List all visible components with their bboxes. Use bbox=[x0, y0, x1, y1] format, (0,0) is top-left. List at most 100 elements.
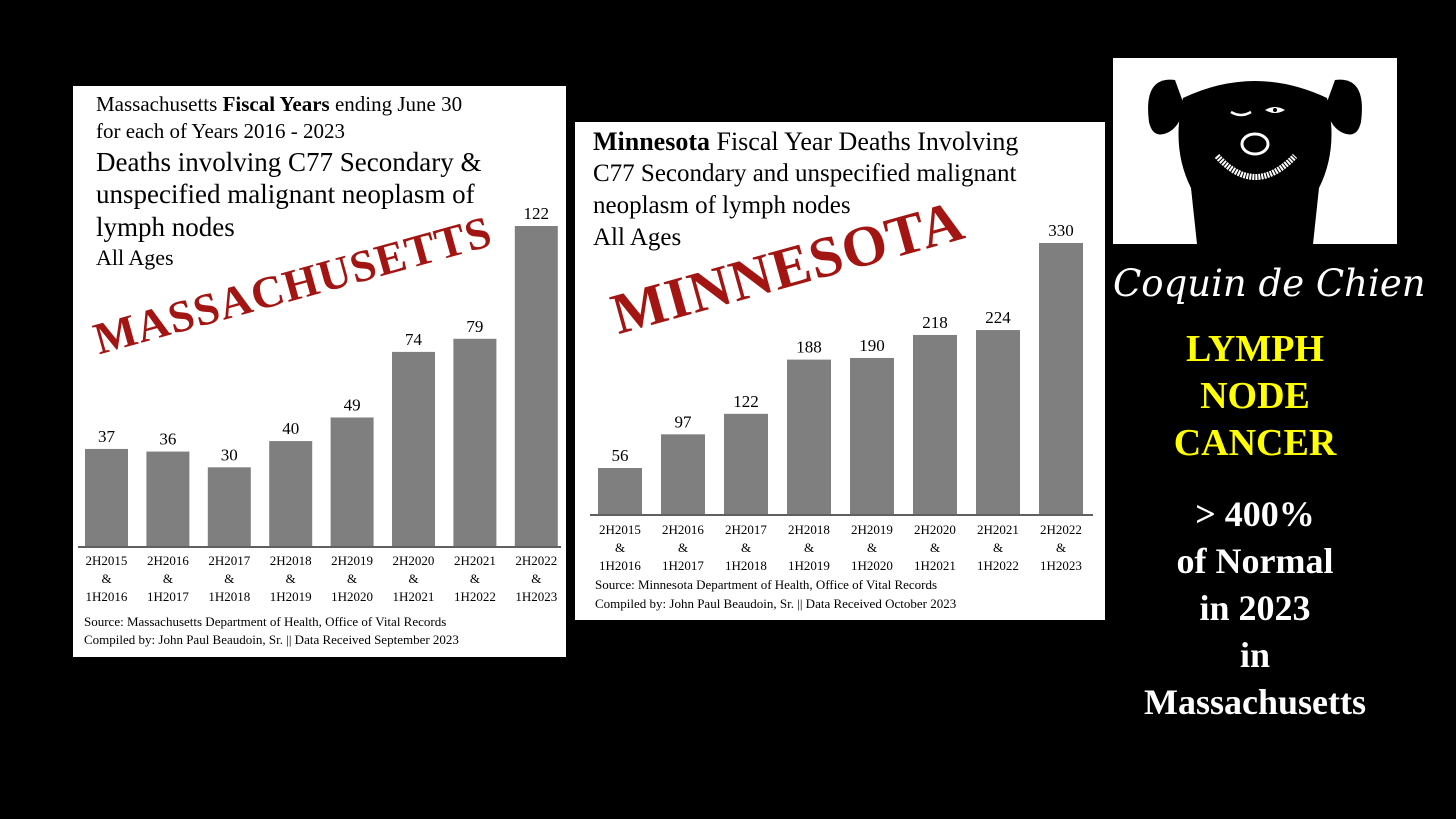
claim-line4: in bbox=[1239, 635, 1271, 675]
mn-tick-label: 2H2020 bbox=[914, 522, 956, 537]
mn-tick-label: 1H2020 bbox=[851, 558, 893, 573]
ma-data-label: 40 bbox=[282, 419, 299, 438]
mn-title-line2: C77 Secondary and unspecified malignant bbox=[593, 160, 1017, 187]
dog-face-icon bbox=[1148, 79, 1362, 244]
ma-tick-label: 1H2017 bbox=[147, 589, 189, 604]
mn-data-label: 218 bbox=[922, 313, 948, 332]
claim-line3: in 2023 bbox=[1199, 588, 1311, 628]
ma-bar bbox=[330, 417, 374, 546]
mn-data-label: 97 bbox=[675, 412, 693, 431]
ma-data-label: 122 bbox=[524, 204, 550, 223]
mn-tick-label: & bbox=[804, 540, 814, 555]
mn-tick-label: & bbox=[741, 540, 751, 555]
mn-bar bbox=[976, 330, 1020, 514]
ma-data-label: 36 bbox=[159, 430, 176, 449]
mn-bar bbox=[724, 413, 768, 514]
mn-bar bbox=[850, 357, 894, 514]
mn-bar bbox=[598, 468, 642, 514]
mn-source: Source: Minnesota Department of Health, … bbox=[595, 577, 938, 592]
ma-bar bbox=[514, 226, 558, 546]
mn-tick-label: & bbox=[867, 540, 877, 555]
ma-ages-label: All Ages bbox=[96, 245, 174, 270]
mn-tick-label: 2H2019 bbox=[851, 522, 893, 537]
ma-tick-label: 1H2018 bbox=[208, 589, 250, 604]
ma-data-label: 79 bbox=[466, 317, 483, 336]
ma-bar bbox=[269, 441, 313, 546]
mn-tick-label: & bbox=[993, 540, 1003, 555]
mn-tick-label: 1H2023 bbox=[1040, 558, 1082, 573]
mn-tick-label: 1H2016 bbox=[599, 558, 641, 573]
ma-data-label: 74 bbox=[405, 330, 423, 349]
mn-data-label: 188 bbox=[796, 338, 822, 357]
mn-data-label: 122 bbox=[733, 392, 759, 411]
ma-tick-label: 2H2017 bbox=[208, 553, 250, 568]
mn-bar bbox=[787, 359, 831, 514]
mn-bar bbox=[661, 434, 705, 514]
mn-compiled: Compiled by: John Paul Beaudoin, Sr. || … bbox=[595, 596, 957, 611]
mn-tick-label: & bbox=[678, 540, 688, 555]
ma-data-label: 37 bbox=[98, 427, 116, 446]
ma-bar bbox=[207, 467, 251, 546]
ma-subtitle-line2: unspecified malignant neoplasm of bbox=[96, 179, 475, 209]
minnesota-chart-panel: Minnesota Fiscal Year Deaths Involving C… bbox=[575, 122, 1105, 620]
mn-bar bbox=[1039, 243, 1083, 514]
mn-tick-label: 1H2021 bbox=[914, 558, 956, 573]
mn-ages-label: All Ages bbox=[593, 224, 682, 251]
mn-tick-label: & bbox=[615, 540, 625, 555]
headline-line1: LYMPH bbox=[1186, 328, 1324, 370]
mn-data-label: 330 bbox=[1048, 221, 1074, 240]
ma-tick-label: 2H2019 bbox=[331, 553, 373, 568]
headline-line2: NODE bbox=[1200, 375, 1310, 417]
mn-tick-label: 2H2021 bbox=[977, 522, 1019, 537]
mn-tick-label: 1H2017 bbox=[662, 558, 704, 573]
mn-tick-label: 2H2015 bbox=[599, 522, 641, 537]
ma-tick-label: & bbox=[224, 571, 234, 586]
ma-bar bbox=[453, 338, 497, 546]
mn-tick-label: 1H2019 bbox=[788, 558, 830, 573]
massachusetts-bar-chart: 37 2H2015 & 1H2016 36 2H2016 & 1H2017 30 2H2017 & 1… bbox=[78, 204, 561, 604]
massachusetts-chart-panel: Massachusetts Fiscal Years ending June 3… bbox=[73, 86, 566, 657]
mn-data-label: 224 bbox=[985, 308, 1011, 327]
ma-data-label: 49 bbox=[344, 395, 361, 414]
ma-tick-label: & bbox=[470, 571, 480, 586]
ma-tick-label: 2H2022 bbox=[515, 553, 557, 568]
mn-bar bbox=[913, 334, 957, 514]
mn-tick-label: 2H2017 bbox=[725, 522, 767, 537]
ma-tick-label: & bbox=[408, 571, 418, 586]
ma-source: Source: Massachusetts Department of Heal… bbox=[84, 614, 447, 629]
mn-tick-label: 2H2018 bbox=[788, 522, 830, 537]
ma-tick-label: & bbox=[286, 571, 296, 586]
ma-tick-label: & bbox=[531, 571, 541, 586]
dog-logo bbox=[1113, 58, 1397, 244]
ma-bar bbox=[85, 448, 128, 546]
ma-tick-label: 2H2018 bbox=[270, 553, 312, 568]
ma-compiled: Compiled by: John Paul Beaudoin, Sr. || … bbox=[84, 632, 459, 647]
ma-tick-label: & bbox=[101, 571, 111, 586]
ma-tick-label: 1H2016 bbox=[86, 589, 128, 604]
ma-bar bbox=[392, 351, 435, 546]
ma-tick-label: 1H2022 bbox=[454, 589, 496, 604]
ma-tick-label: 1H2019 bbox=[270, 589, 312, 604]
mn-data-label: 56 bbox=[612, 446, 629, 465]
ma-tick-label: 2H2016 bbox=[147, 553, 189, 568]
ma-tick-label: 1H2021 bbox=[393, 589, 435, 604]
ma-tick-label: & bbox=[163, 571, 173, 586]
mn-data-label: 190 bbox=[859, 336, 885, 355]
mn-tick-label: 2H2022 bbox=[1040, 522, 1082, 537]
mn-tick-label: 2H2016 bbox=[662, 522, 704, 537]
ma-title-line1: Massachusetts Fiscal Years ending June 3… bbox=[96, 92, 463, 116]
mn-title-line1: Minnesota Fiscal Year Deaths Involving bbox=[593, 127, 1019, 156]
claim-line2: of Normal bbox=[1176, 541, 1334, 581]
ma-tick-label: 2H2015 bbox=[86, 553, 128, 568]
ma-tick-label: 2H2020 bbox=[393, 553, 435, 568]
ma-tick-label: 1H2020 bbox=[331, 589, 373, 604]
mn-tick-label: & bbox=[930, 540, 940, 555]
headline-line3: CANCER bbox=[1173, 422, 1337, 464]
claim-line1: > 400% bbox=[1195, 494, 1315, 534]
minnesota-bar-chart: 56 2H2015 & 1H2016 97 2H2016 & 1H2017 122 2H2017 &… bbox=[590, 221, 1093, 573]
ma-subtitle-line1: Deaths involving C77 Secondary & bbox=[96, 147, 482, 177]
ma-data-label: 30 bbox=[221, 445, 238, 464]
mn-tick-label: 1H2022 bbox=[977, 558, 1019, 573]
ma-tick-label: 2H2021 bbox=[454, 553, 496, 568]
ma-tick-label: & bbox=[347, 571, 357, 586]
